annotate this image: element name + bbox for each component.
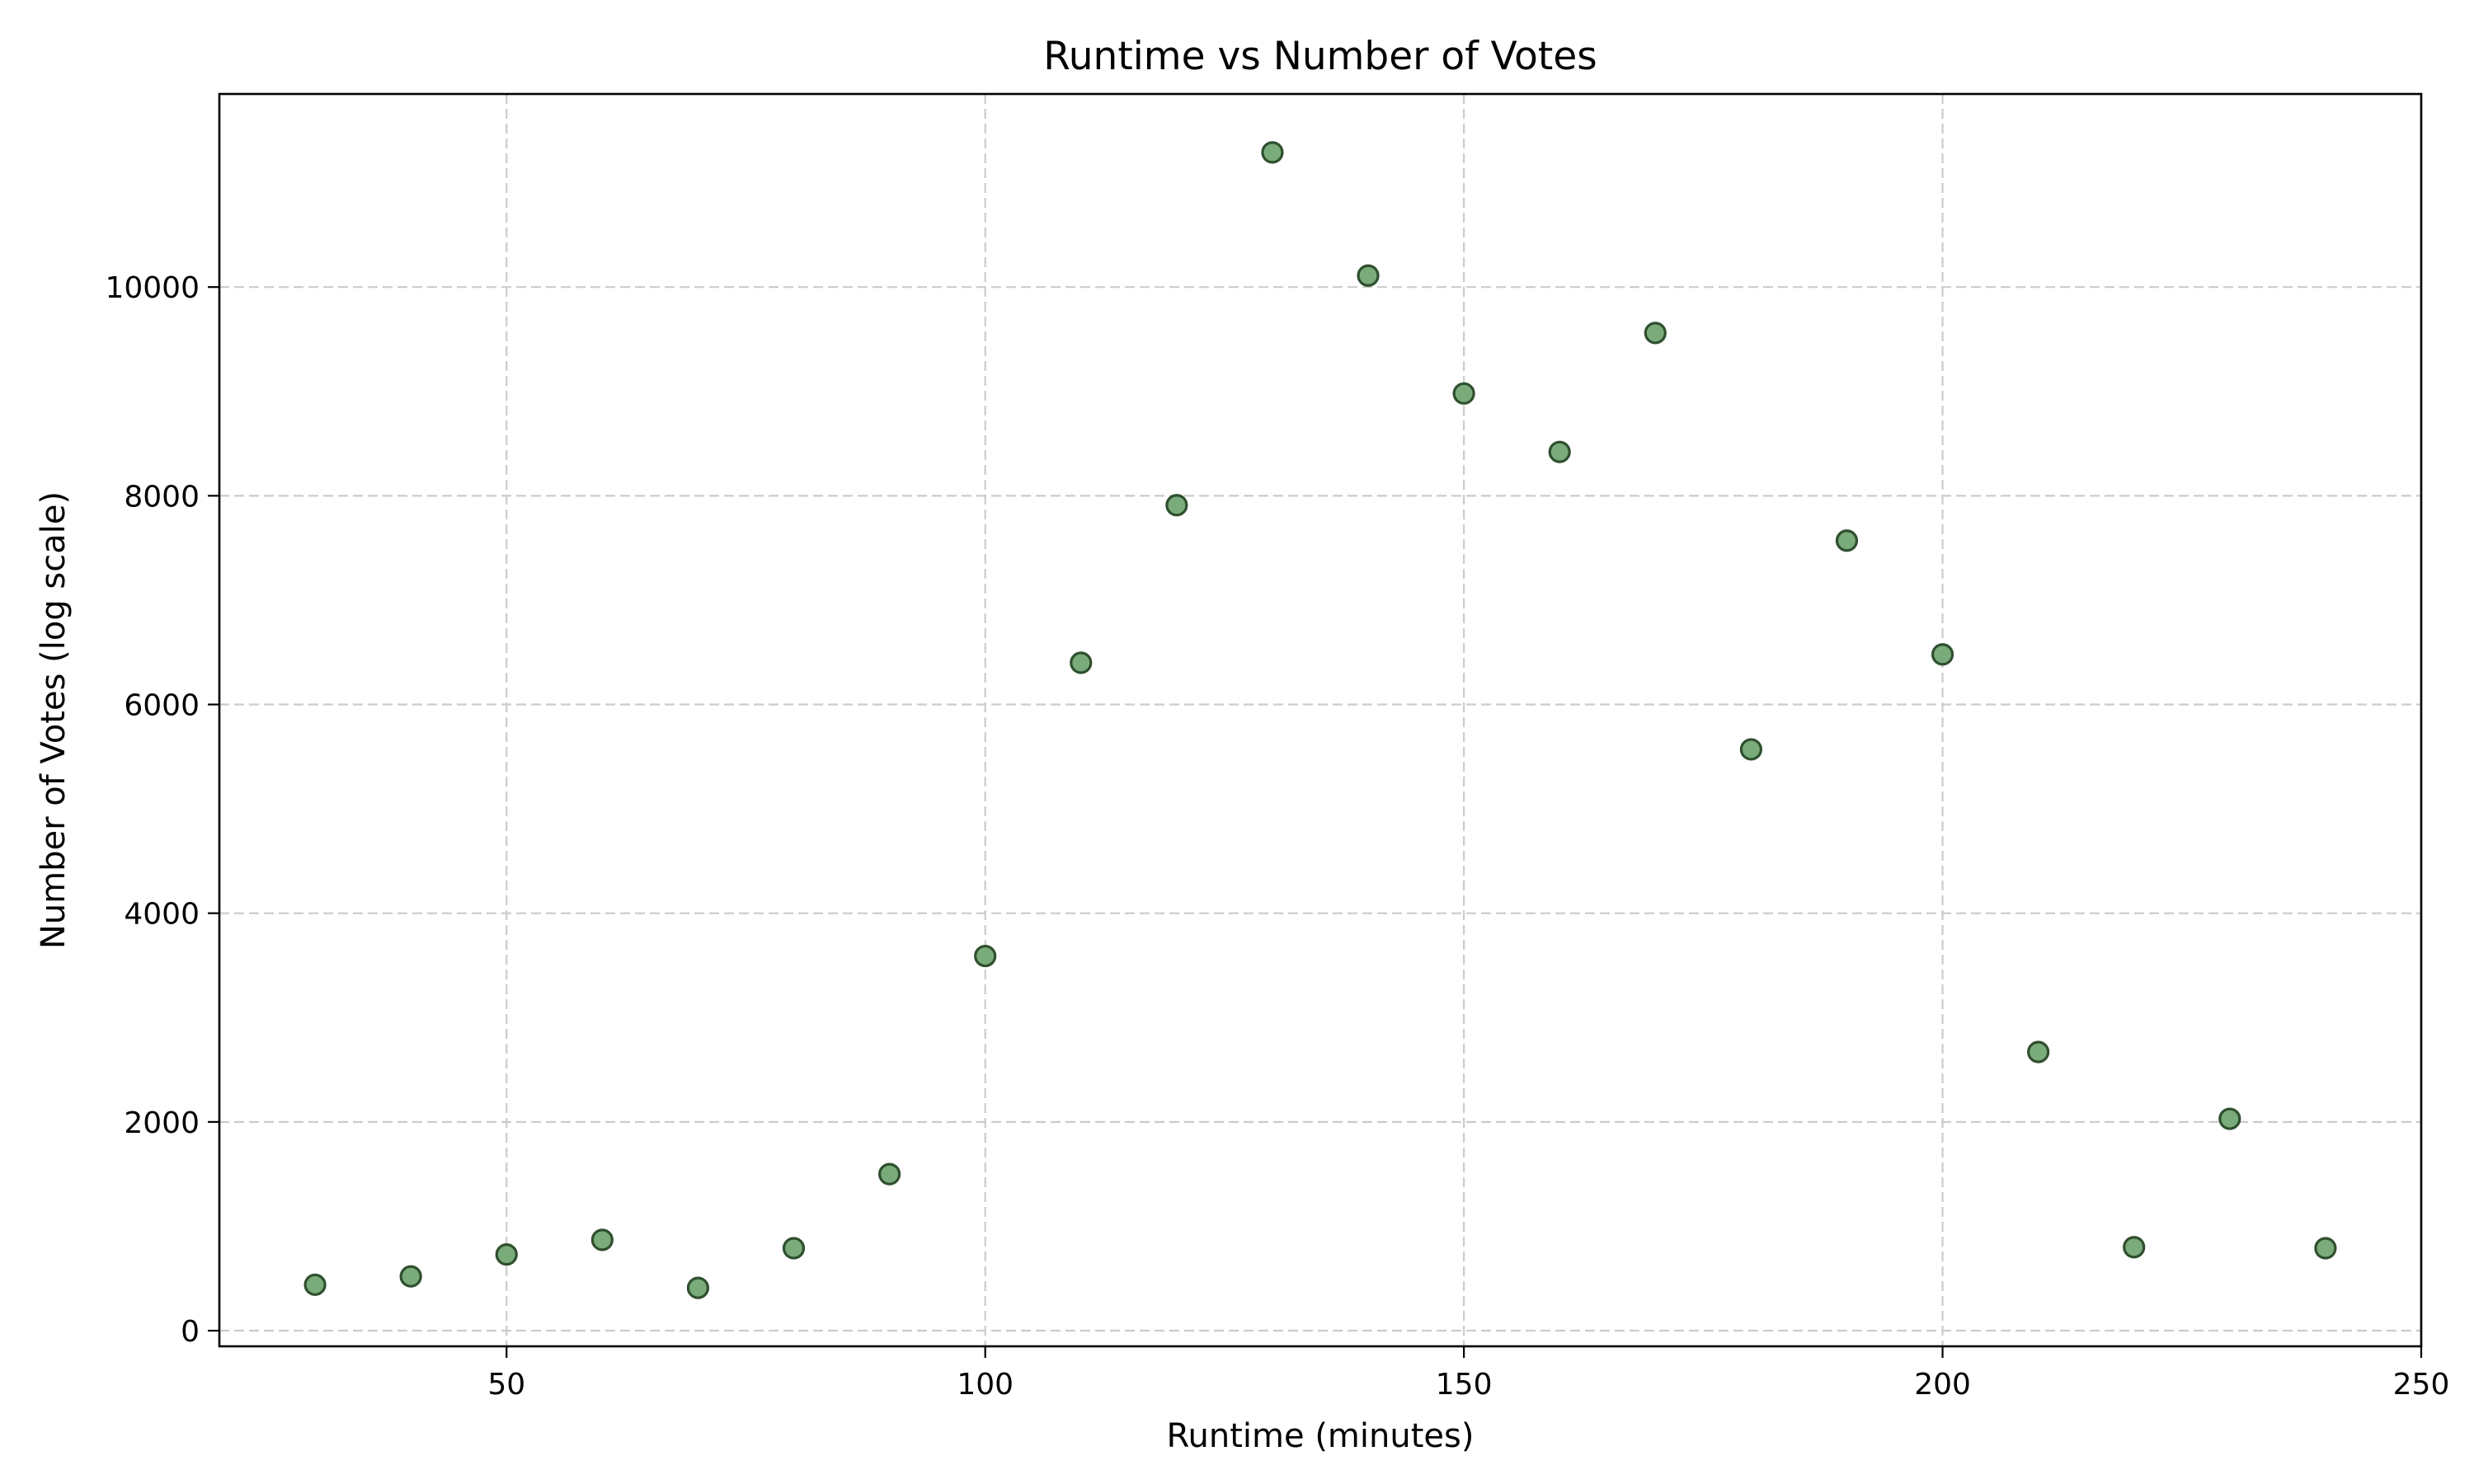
- data-point: [1452, 382, 1475, 405]
- data-point: [1165, 494, 1188, 517]
- x-tick-label: 100: [957, 1368, 1014, 1402]
- data-point: [590, 1228, 614, 1252]
- x-tick-label: 50: [487, 1368, 525, 1402]
- x-tick-label: 150: [1436, 1368, 1493, 1402]
- data-point: [1261, 141, 1284, 164]
- data-point: [1644, 322, 1667, 345]
- data-points: [303, 141, 2337, 1299]
- y-tick-label: 4000: [124, 898, 200, 932]
- data-point: [1070, 651, 1093, 674]
- y-tick-label: 0: [181, 1315, 200, 1349]
- y-tick-label: 10000: [105, 271, 200, 305]
- data-point: [399, 1265, 422, 1288]
- data-point: [2027, 1040, 2050, 1064]
- x-tick-label: 250: [2393, 1368, 2450, 1402]
- y-tick-label: 2000: [124, 1106, 200, 1140]
- x-axis-label: Runtime (minutes): [1167, 1417, 1475, 1455]
- y-tick-label: 8000: [124, 480, 200, 514]
- data-point: [878, 1162, 901, 1186]
- plot-frame: [218, 92, 2423, 1348]
- y-axis-label: Number of Votes (log scale): [35, 491, 73, 949]
- data-point: [303, 1273, 327, 1296]
- data-point: [2123, 1236, 2146, 1259]
- chart-title: Runtime vs Number of Votes: [1043, 34, 1597, 79]
- x-tick-label: 200: [1914, 1368, 1971, 1402]
- data-point: [974, 944, 997, 968]
- grid-layer: [219, 94, 2423, 1346]
- data-point: [2218, 1107, 2241, 1130]
- data-point: [1357, 264, 1380, 287]
- data-point: [1739, 738, 1762, 761]
- data-point: [1835, 529, 1859, 552]
- data-point: [782, 1237, 806, 1260]
- data-point: [686, 1276, 710, 1299]
- data-point: [1931, 643, 1954, 666]
- y-tick-label: 6000: [124, 689, 200, 723]
- axis-ticks: 50 100 150 200 250 0 2000 4000 6000 8000 10000: [105, 271, 2449, 1402]
- data-point: [495, 1243, 518, 1266]
- data-point: [1548, 440, 1571, 463]
- data-point: [2314, 1237, 2337, 1260]
